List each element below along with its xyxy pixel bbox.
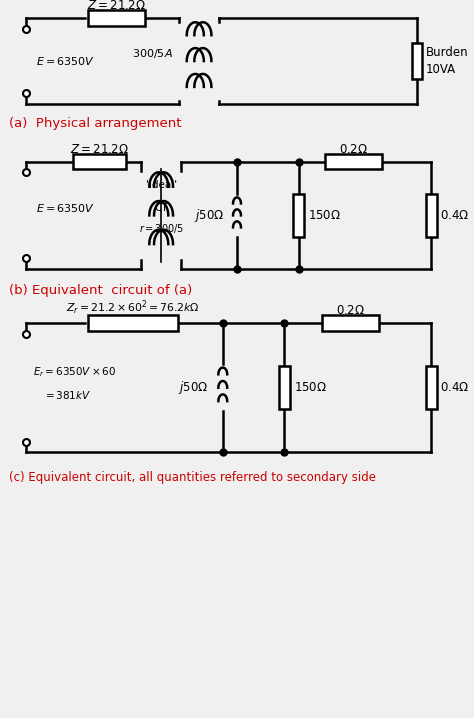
Bar xyxy=(293,194,304,237)
Bar xyxy=(412,43,422,79)
Text: Burden: Burden xyxy=(426,46,468,59)
Text: $E= 6350V$: $E= 6350V$ xyxy=(36,202,95,214)
Text: (c) Equivalent circuit, all quantities referred to secondary side: (c) Equivalent circuit, all quantities r… xyxy=(9,471,376,484)
Text: $E=6350V$: $E=6350V$ xyxy=(36,55,95,67)
Bar xyxy=(426,366,437,409)
Text: $E_r = 6350V\times60$: $E_r = 6350V\times60$ xyxy=(33,365,117,379)
Text: $Z = 21.2\Omega$: $Z = 21.2\Omega$ xyxy=(70,143,129,156)
Text: $j50\Omega$: $j50\Omega$ xyxy=(193,207,224,224)
Text: $j50\Omega$: $j50\Omega$ xyxy=(178,379,209,396)
Text: CT: CT xyxy=(155,203,168,213)
Bar xyxy=(325,154,382,169)
Bar xyxy=(279,366,290,409)
Bar xyxy=(88,315,178,331)
Text: $Z = 21.2\Omega$: $Z = 21.2\Omega$ xyxy=(87,0,146,12)
Text: (a)  Physical arrangement: (a) Physical arrangement xyxy=(9,117,182,130)
Text: $0.4\Omega$: $0.4\Omega$ xyxy=(440,381,469,394)
Bar xyxy=(73,154,126,169)
Bar xyxy=(88,10,145,26)
Text: $0.2\Omega$: $0.2\Omega$ xyxy=(337,304,365,317)
Text: $r = 300/5$: $r = 300/5$ xyxy=(138,222,184,235)
Bar xyxy=(322,315,379,331)
Text: $300/5A$: $300/5A$ xyxy=(132,47,173,60)
Text: (b) Equivalent  circuit of (a): (b) Equivalent circuit of (a) xyxy=(9,284,193,297)
Bar xyxy=(426,194,437,237)
Text: $0.4\Omega$: $0.4\Omega$ xyxy=(440,209,469,222)
Text: $= 381kV$: $= 381kV$ xyxy=(43,389,91,401)
Text: $Z_r = 21.2\times60^2 = 76.2k\Omega$: $Z_r = 21.2\times60^2 = 76.2k\Omega$ xyxy=(66,299,200,317)
Text: $0.2\Omega$: $0.2\Omega$ xyxy=(339,143,367,156)
Text: 'Ideal': 'Ideal' xyxy=(146,180,177,190)
Text: 10VA: 10VA xyxy=(426,63,456,76)
Text: $150\Omega$: $150\Omega$ xyxy=(294,381,327,394)
Text: $150\Omega$: $150\Omega$ xyxy=(308,209,341,222)
